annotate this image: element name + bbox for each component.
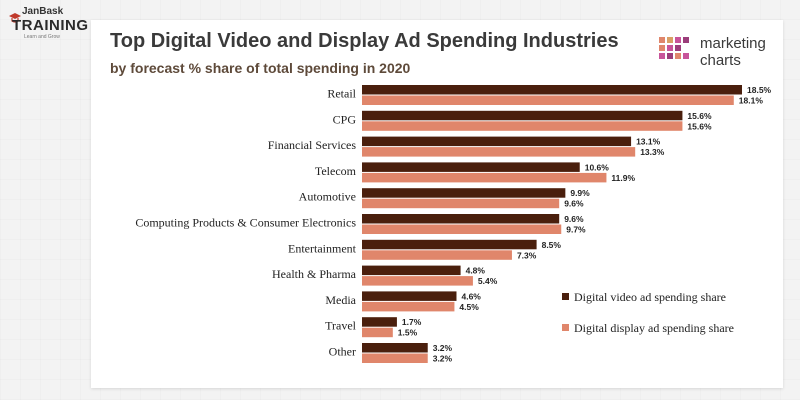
- category-label: Telecom: [315, 164, 357, 178]
- bar-display: [362, 121, 683, 131]
- chart-title: Top Digital Video and Display Ad Spendin…: [110, 30, 619, 52]
- bar-display: [362, 353, 428, 363]
- value-label-video: 10.6%: [585, 162, 610, 172]
- value-label-video: 1.7%: [402, 317, 422, 327]
- value-label-video: 15.6%: [687, 111, 712, 121]
- category-label: Travel: [325, 319, 357, 333]
- brand-sub-text: Learn and Grow: [24, 34, 60, 40]
- bar-video: [362, 162, 580, 172]
- legend-item-video: Digital video ad spending share: [562, 290, 726, 305]
- legend-swatch-video: [562, 293, 569, 300]
- janbask-brand: JanBask TRAINING Learn and Grow: [8, 6, 88, 42]
- legend-swatch-display: [562, 324, 569, 331]
- bar-video: [362, 265, 461, 276]
- bar-display: [362, 224, 562, 234]
- category-label: Entertainment: [288, 241, 357, 255]
- value-label-display: 1.5%: [398, 328, 418, 338]
- bar-video: [362, 110, 683, 121]
- value-label-video: 4.8%: [466, 266, 486, 276]
- bar-display: [362, 172, 607, 183]
- bar-display: [362, 95, 734, 105]
- bar-video: [362, 239, 537, 250]
- value-label-display: 7.3%: [517, 250, 537, 260]
- bar-display: [362, 327, 393, 338]
- value-label-display: 9.6%: [564, 199, 584, 209]
- value-label-video: 9.6%: [564, 214, 584, 224]
- value-label-video: 13.1%: [636, 137, 661, 147]
- value-label-display: 9.7%: [566, 225, 586, 235]
- brand-main-text: TRAINING: [12, 17, 89, 34]
- value-label-video: 18.5%: [747, 85, 772, 95]
- category-label: Automotive: [299, 190, 356, 204]
- value-label-video: 8.5%: [542, 240, 562, 250]
- category-label: Health & Pharma: [272, 267, 357, 281]
- marketing-charts-text: marketing charts: [700, 35, 766, 69]
- value-label-display: 3.2%: [433, 354, 453, 364]
- bar-video: [362, 317, 397, 327]
- value-label-video: 3.2%: [433, 343, 453, 353]
- graduation-cap-icon: [9, 13, 21, 23]
- chart-subtitle: by forecast % share of total spending in…: [110, 60, 411, 76]
- value-label-display: 5.4%: [478, 276, 498, 286]
- value-label-display: 15.6%: [687, 121, 712, 131]
- bar-video: [362, 291, 457, 301]
- bar-video: [362, 188, 566, 198]
- logo-line2: charts: [700, 52, 741, 69]
- bar-video: [362, 343, 428, 353]
- bar-video: [362, 136, 632, 147]
- bar-video: [362, 214, 560, 224]
- bar-display: [362, 301, 455, 312]
- category-label: Computing Products & Consumer Electronic…: [135, 216, 356, 230]
- value-label-display: 13.3%: [640, 147, 665, 157]
- bar-display: [362, 250, 512, 260]
- marketing-charts-logo-icon: [659, 37, 689, 59]
- legend-label-video: Digital video ad spending share: [574, 290, 726, 304]
- bar-display: [362, 198, 560, 209]
- logo-line1: marketing: [700, 35, 766, 52]
- legend-label-display: Digital display ad spending share: [574, 321, 734, 335]
- bar-display: [362, 147, 636, 157]
- value-label-video: 9.9%: [570, 188, 590, 198]
- category-label: Media: [325, 293, 356, 307]
- bar-display: [362, 276, 473, 286]
- category-label: Other: [329, 345, 356, 359]
- bar-video: [362, 85, 742, 95]
- legend-item-display: Digital display ad spending share: [562, 321, 734, 336]
- brand-top-text: JanBask: [22, 6, 64, 17]
- category-label: Retail: [327, 87, 356, 101]
- category-label: Financial Services: [268, 138, 357, 152]
- value-label-display: 11.9%: [611, 173, 635, 183]
- value-label-video: 4.6%: [461, 291, 481, 301]
- value-label-display: 4.5%: [459, 302, 479, 312]
- category-label: CPG: [333, 112, 357, 126]
- value-label-display: 18.1%: [739, 96, 764, 106]
